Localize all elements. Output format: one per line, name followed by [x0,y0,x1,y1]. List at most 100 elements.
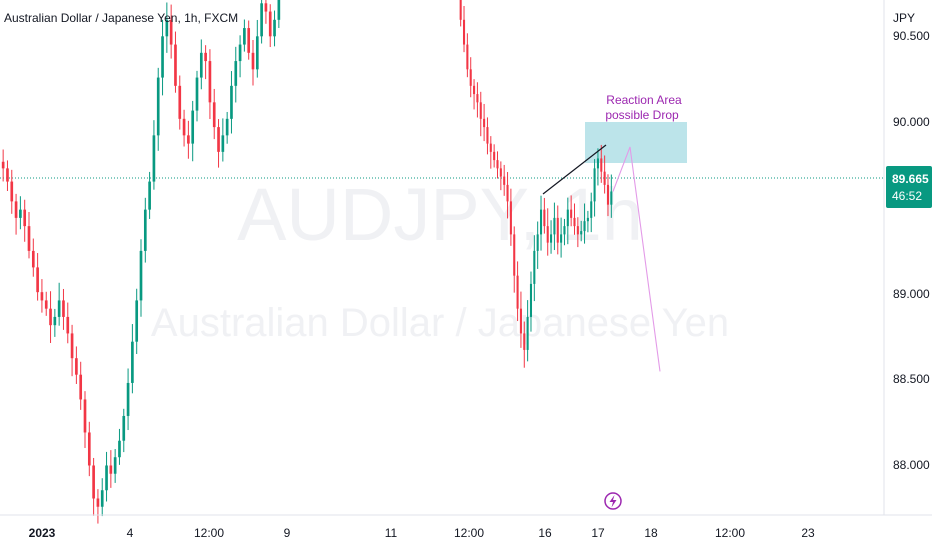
countdown-timer: 46:52 [892,189,922,203]
candle [62,288,65,330]
lightning-icon[interactable] [604,492,622,510]
candle [238,35,242,78]
candles [1,0,613,524]
candle [264,0,268,24]
candle [503,164,506,196]
candle [600,144,603,183]
current-price-value: 89.665 [892,172,929,186]
candle [539,195,543,251]
candle [255,19,259,78]
candle [122,408,126,453]
candle [230,71,233,134]
price-tick-90500: 90.500 [893,29,930,43]
candle [573,203,576,235]
candle [40,279,44,313]
reaction-area-box[interactable] [585,122,687,163]
candle [208,49,212,120]
candle [247,20,251,60]
candle [135,288,139,355]
candle [87,421,91,477]
candle [187,120,190,159]
candle [195,70,199,122]
time-tick-23: 23 [801,526,815,540]
candle [583,203,586,244]
candle [476,82,479,118]
annotation-line-1: Reaction Area [606,93,682,107]
candle [31,238,35,277]
candle [533,235,536,302]
time-tick-1200-b: 12:00 [454,526,484,540]
candle [509,188,512,246]
annotation-line-2: possible Drop [605,108,679,122]
candle [586,210,589,233]
time-tick-1200-a: 12:00 [194,526,224,540]
candle [139,239,143,317]
price-tick-90000: 90.000 [893,115,930,129]
candle [1,149,5,182]
candle [126,368,130,431]
candle [596,148,599,186]
candle [610,174,613,218]
trend-line[interactable] [542,144,607,195]
candle [182,109,186,147]
time-tick-18: 18 [644,526,658,540]
candle [273,10,276,47]
candle [113,449,117,483]
candle [204,45,207,80]
candle [580,220,583,242]
candle [570,195,573,227]
candle [23,199,27,242]
candle [479,91,482,137]
candle [513,226,516,293]
candle [462,5,466,53]
price-axis[interactable] [884,0,932,515]
symbol-title[interactable]: Australian Dollar / Japanese Yen, 1h, FX… [4,11,238,25]
watermark-name: Australian Dollar / Japanese Yen [151,301,729,345]
candle [489,136,492,169]
candle [225,111,229,144]
price-axis-currency: JPY [893,11,915,25]
candle [148,171,151,219]
candle [493,144,496,168]
candle [217,119,220,168]
price-tick-89000: 89.000 [893,287,930,301]
candle [109,450,113,488]
time-tick-9: 9 [284,526,291,540]
candle [27,211,31,259]
candle [178,75,182,130]
candle [143,197,147,263]
candle [161,19,164,96]
price-tick-88500: 88.500 [893,372,930,386]
candle [526,300,529,362]
candle [473,79,476,110]
candle [593,159,596,217]
candle [251,40,255,86]
candle [96,489,100,524]
time-tick-4: 4 [127,526,134,540]
candle [14,193,18,235]
forecast-path-line[interactable] [612,146,661,372]
candle [118,428,121,465]
candle [191,100,195,162]
candle [550,220,553,254]
candle [131,324,134,394]
current-price-label [886,166,932,208]
candle [156,67,160,151]
candle [546,208,549,256]
candle [499,161,502,191]
candle [459,0,462,27]
candle [486,117,489,155]
candle [483,103,486,142]
candle [83,391,87,449]
candle [556,205,559,255]
candle [603,155,606,194]
candle [105,451,108,502]
candle [92,457,95,516]
candle [529,271,533,332]
candle [49,291,52,343]
candle [536,221,539,269]
candle [516,261,519,322]
candle [466,33,469,78]
